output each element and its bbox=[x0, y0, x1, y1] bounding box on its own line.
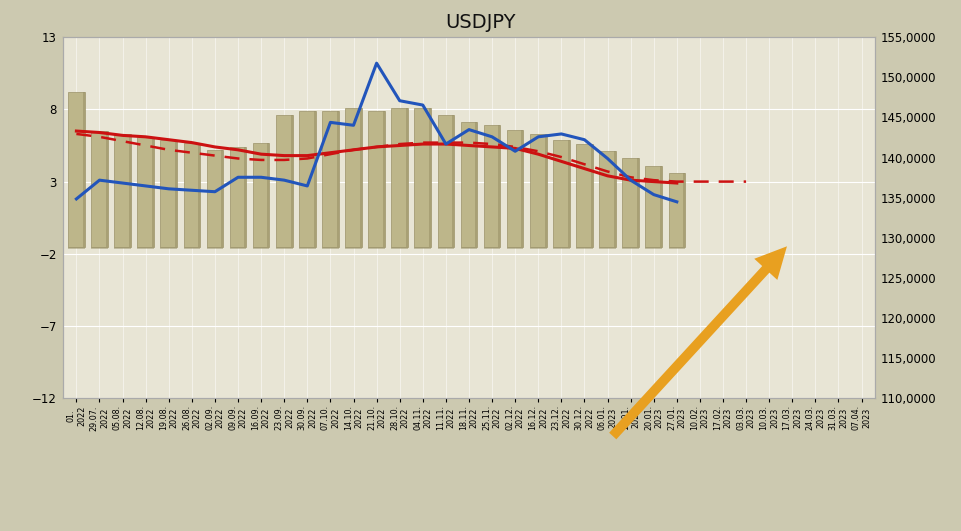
Bar bbox=[68, 92, 85, 246]
Bar bbox=[299, 246, 315, 249]
Bar bbox=[645, 166, 661, 246]
Bar bbox=[506, 246, 523, 249]
Bar bbox=[83, 92, 85, 246]
Bar bbox=[336, 111, 338, 246]
Bar bbox=[576, 144, 592, 246]
Bar bbox=[184, 246, 200, 249]
Bar bbox=[345, 246, 361, 249]
Bar bbox=[645, 246, 661, 249]
Bar bbox=[91, 131, 108, 246]
Bar bbox=[483, 246, 500, 249]
Bar bbox=[221, 150, 223, 246]
Bar bbox=[636, 158, 638, 246]
Bar bbox=[599, 151, 615, 246]
Bar bbox=[599, 246, 615, 249]
Bar bbox=[276, 115, 292, 246]
Bar bbox=[682, 173, 684, 246]
Bar bbox=[106, 131, 108, 246]
Bar bbox=[137, 246, 154, 249]
Bar bbox=[184, 143, 200, 246]
Bar bbox=[368, 111, 384, 246]
Bar bbox=[659, 166, 661, 246]
Bar bbox=[382, 111, 384, 246]
Bar bbox=[253, 143, 269, 246]
Bar bbox=[567, 140, 569, 246]
Bar bbox=[230, 147, 246, 246]
Bar bbox=[391, 108, 407, 246]
Bar bbox=[68, 246, 85, 249]
Bar bbox=[267, 143, 269, 246]
Bar bbox=[137, 137, 154, 246]
Bar bbox=[613, 151, 615, 246]
Bar bbox=[313, 111, 315, 246]
Bar bbox=[345, 108, 361, 246]
Bar bbox=[406, 108, 407, 246]
Bar bbox=[530, 246, 546, 249]
Bar bbox=[359, 108, 361, 246]
Bar bbox=[175, 140, 177, 246]
Bar bbox=[114, 246, 131, 249]
Bar bbox=[429, 108, 431, 246]
Bar bbox=[207, 150, 223, 246]
Bar bbox=[160, 140, 177, 246]
Bar bbox=[322, 246, 338, 249]
Bar bbox=[553, 246, 569, 249]
Bar bbox=[244, 147, 246, 246]
Bar bbox=[414, 246, 431, 249]
Bar bbox=[230, 246, 246, 249]
Bar bbox=[276, 246, 292, 249]
Bar bbox=[437, 115, 454, 246]
Bar bbox=[391, 246, 407, 249]
Bar bbox=[576, 246, 592, 249]
Bar bbox=[590, 144, 592, 246]
Bar bbox=[290, 115, 292, 246]
Bar bbox=[544, 134, 546, 246]
Bar bbox=[207, 246, 223, 249]
Bar bbox=[668, 246, 684, 249]
Bar bbox=[437, 246, 454, 249]
Bar bbox=[129, 134, 131, 246]
Bar bbox=[198, 143, 200, 246]
Bar bbox=[498, 125, 500, 246]
Bar bbox=[91, 246, 108, 249]
Bar bbox=[253, 246, 269, 249]
Bar bbox=[521, 130, 523, 246]
Bar bbox=[152, 137, 154, 246]
Bar bbox=[114, 134, 131, 246]
Bar bbox=[622, 246, 638, 249]
Bar bbox=[506, 130, 523, 246]
Bar bbox=[368, 246, 384, 249]
Bar bbox=[322, 111, 338, 246]
Bar bbox=[460, 122, 477, 246]
Bar bbox=[160, 246, 177, 249]
Bar bbox=[622, 158, 638, 246]
Bar bbox=[475, 122, 477, 246]
Bar bbox=[553, 140, 569, 246]
Bar bbox=[299, 111, 315, 246]
Text: USDJPY: USDJPY bbox=[445, 13, 516, 32]
Bar bbox=[460, 246, 477, 249]
Bar bbox=[668, 173, 684, 246]
Bar bbox=[530, 134, 546, 246]
Bar bbox=[483, 125, 500, 246]
Bar bbox=[452, 115, 454, 246]
Bar bbox=[414, 108, 431, 246]
